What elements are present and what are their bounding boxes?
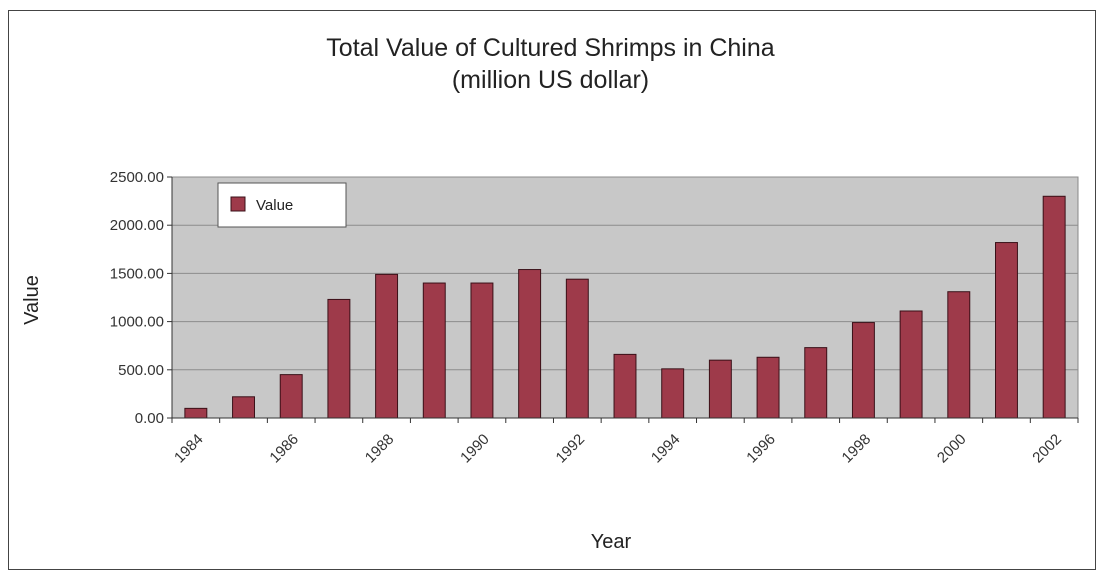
bar [661,368,685,419]
x-tick-label: 1994 [648,431,684,467]
y-tick-label: 1000.00 [110,314,164,331]
x-tick-label: 1996 [743,431,779,467]
bar [184,407,208,419]
bar [804,347,828,419]
bar [851,322,875,419]
x-tick-label: 2002 [1029,431,1065,467]
y-tick-label: 500.00 [118,362,164,379]
x-tick-label: 1992 [553,431,589,467]
bar [947,291,971,419]
x-tick-label: 1990 [457,431,493,467]
bar [422,282,446,419]
y-tick-label: 1500.00 [110,265,164,282]
y-tick-label: 0.00 [135,410,164,427]
bar [279,374,303,419]
y-tick-label: 2000.00 [110,217,164,234]
x-tick-label: 2000 [934,431,970,467]
y-axis-title: Value [21,275,43,325]
bar [232,396,255,419]
bar [518,269,542,419]
legend-swatch [230,196,246,212]
x-tick-label: 1986 [266,431,302,467]
bar [995,242,1018,419]
bar [756,356,780,419]
chart-subtitle: (million US dollar) [451,66,650,94]
x-tick-label: 1988 [362,431,398,467]
bar [375,273,399,419]
bar [470,282,494,419]
legend-label: Value [256,197,293,214]
bar [327,298,351,419]
x-tick-label: 1998 [839,431,875,467]
bar [565,278,589,419]
y-tick-label: 2500.00 [110,169,164,186]
bar [708,359,732,419]
bar [613,353,637,419]
x-axis-title: Year [591,531,632,553]
bar-chart: 0.00 500.00 1000.00 1500.00 2000.00 2500.00 1… [21,169,1079,553]
chart-title: Total Value of Cultured Shrimps in China [326,34,775,62]
bar [1042,195,1066,419]
x-tick-label: 1984 [171,431,207,467]
bar [899,310,923,419]
